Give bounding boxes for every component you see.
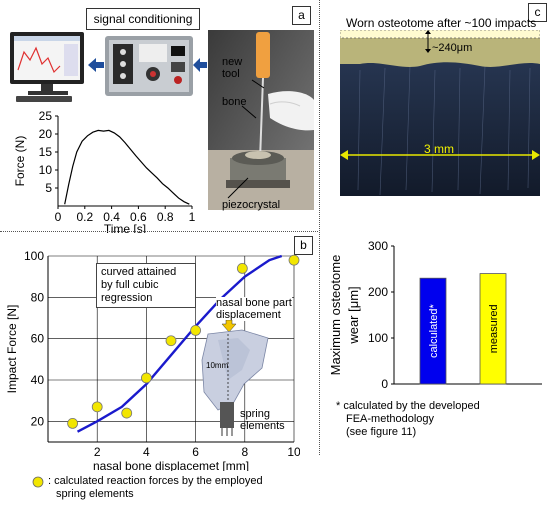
y-tick-label: 60 — [31, 332, 45, 346]
x-tick-label: 1 — [189, 210, 196, 224]
data-point — [288, 254, 300, 266]
panel-divider-vertical — [319, 0, 320, 455]
signal-conditioning-box: signal conditioning — [86, 8, 200, 30]
osteotome-wear-chart: 0 100 200 300 Maximum osteotome wear [μm] calc… — [328, 239, 542, 391]
wear-depth-label: ~240μm — [432, 42, 473, 54]
y-tick-label: 20 — [31, 414, 45, 428]
worn-osteotome-title: Worn osteotome after ~100 impacts — [346, 16, 537, 30]
photo-leader-lines — [227, 79, 265, 199]
spring-line-2: elements — [240, 420, 285, 432]
legend-line-1: : calculated reaction forces by the empl… — [48, 475, 263, 487]
y-axis-title-line-1: Maximum osteotome — [328, 255, 343, 376]
x-tick-label: 10 — [287, 445, 300, 459]
signal-conditioner-device — [105, 36, 193, 96]
y-tick-label: 5 — [45, 181, 52, 195]
y-tick-label: 100 — [24, 249, 44, 263]
y-tick-label: 10 — [39, 163, 53, 177]
panel-b-label: b — [294, 236, 313, 255]
nasal-bone-annotation: nasal bone part displacement — [216, 297, 292, 321]
y-tick-label: 20 — [39, 127, 53, 141]
x-tick-label: 0.6 — [130, 210, 147, 224]
bone-label: bone — [222, 96, 247, 108]
x-tick-label: 2 — [94, 445, 101, 459]
x-tick-label: 0.8 — [157, 210, 174, 224]
bar-measured — [479, 273, 507, 385]
width-label: 3 mm — [424, 142, 454, 156]
new-tool-label: new tool — [222, 56, 252, 80]
regression-line-3: regression — [101, 292, 153, 304]
force-series-line — [64, 129, 190, 205]
force-time-chart: 5 10 15 20 25 0 0.2 0.4 0.6 0.8 1 Time [s] Force (N) — [13, 109, 196, 233]
arrow-left-icon — [88, 58, 104, 72]
y-axis-title: Impact Force [N] — [5, 305, 19, 394]
footnote-line-3: (see figure 11) — [346, 426, 417, 438]
panel-b-legend: : calculated reaction forces by the empl… — [48, 475, 263, 501]
spring-annotation: spring elements — [240, 408, 285, 432]
y-axis-title-line-2: wear [μm] — [346, 286, 361, 344]
spring-line-1: spring — [240, 408, 270, 420]
x-axis-title: Time [s] — [104, 222, 146, 233]
regression-line-2: by full cubic — [101, 279, 159, 291]
arrow-left-icon — [193, 58, 207, 72]
osteotome-test-photo — [208, 30, 314, 210]
data-point — [236, 262, 248, 274]
y-tick-label: 0 — [381, 377, 388, 391]
bar-label: calculated* — [428, 303, 440, 358]
panel-c-label: c — [528, 3, 547, 22]
y-tick-label: 100 — [368, 331, 388, 345]
x-tick-label: 6 — [192, 445, 199, 459]
data-point — [91, 401, 103, 413]
legend-line-2: spring elements — [56, 488, 134, 500]
new-tool-label-text: new tool — [222, 56, 243, 80]
data-point — [67, 417, 78, 429]
data-point — [140, 372, 152, 384]
ten-mm-label: 10mm — [206, 361, 229, 370]
legend-marker-icon — [32, 476, 44, 488]
nasal-bone-illustration — [201, 320, 269, 436]
x-tick-label: 0.4 — [103, 210, 120, 224]
x-axis-title: nasal bone displacemet [mm] — [93, 459, 249, 471]
panel-a-label: a — [292, 6, 311, 25]
piezocrystal-label: piezocrystal — [222, 199, 281, 211]
data-point — [190, 325, 202, 336]
worn-osteotome-photo — [340, 30, 540, 196]
y-tick-label: 300 — [368, 239, 388, 253]
cubic-regression-curve — [76, 254, 283, 433]
y-tick-label: 25 — [39, 109, 53, 123]
y-tick-label: 15 — [39, 145, 53, 159]
nasal-line-1: nasal bone part — [216, 297, 292, 309]
data-point — [165, 335, 177, 347]
nasal-line-2: displacement — [216, 309, 281, 321]
footnote-line-1: * calculated by the developed — [336, 400, 480, 412]
x-tick-label: 0.2 — [76, 210, 93, 224]
regression-annotation: curved attained by full cubic regression — [96, 263, 196, 308]
x-tick-label: 0 — [55, 210, 62, 224]
y-axis-title: Force (N) — [13, 136, 27, 187]
panel-divider — [0, 231, 318, 232]
footnote-line-2: FEA-methodology — [346, 413, 435, 425]
x-tick-label: 4 — [143, 445, 150, 459]
bar-calculated — [419, 277, 447, 385]
data-point — [121, 407, 133, 419]
x-tick-label: 8 — [241, 445, 248, 459]
fea-footnote: * calculated by the developed FEA-method… — [336, 400, 480, 439]
y-tick-label: 80 — [31, 290, 45, 304]
impact-force-chart: 2 4 6 8 10 20 40 60 80 100 nasal bone displacemet … — [5, 249, 300, 471]
y-tick-label: 200 — [368, 285, 388, 299]
bar-label: measured — [488, 304, 500, 353]
regression-line-1: curved attained — [101, 266, 177, 278]
computer-monitor-illustration — [10, 32, 84, 102]
y-tick-label: 40 — [31, 373, 45, 387]
